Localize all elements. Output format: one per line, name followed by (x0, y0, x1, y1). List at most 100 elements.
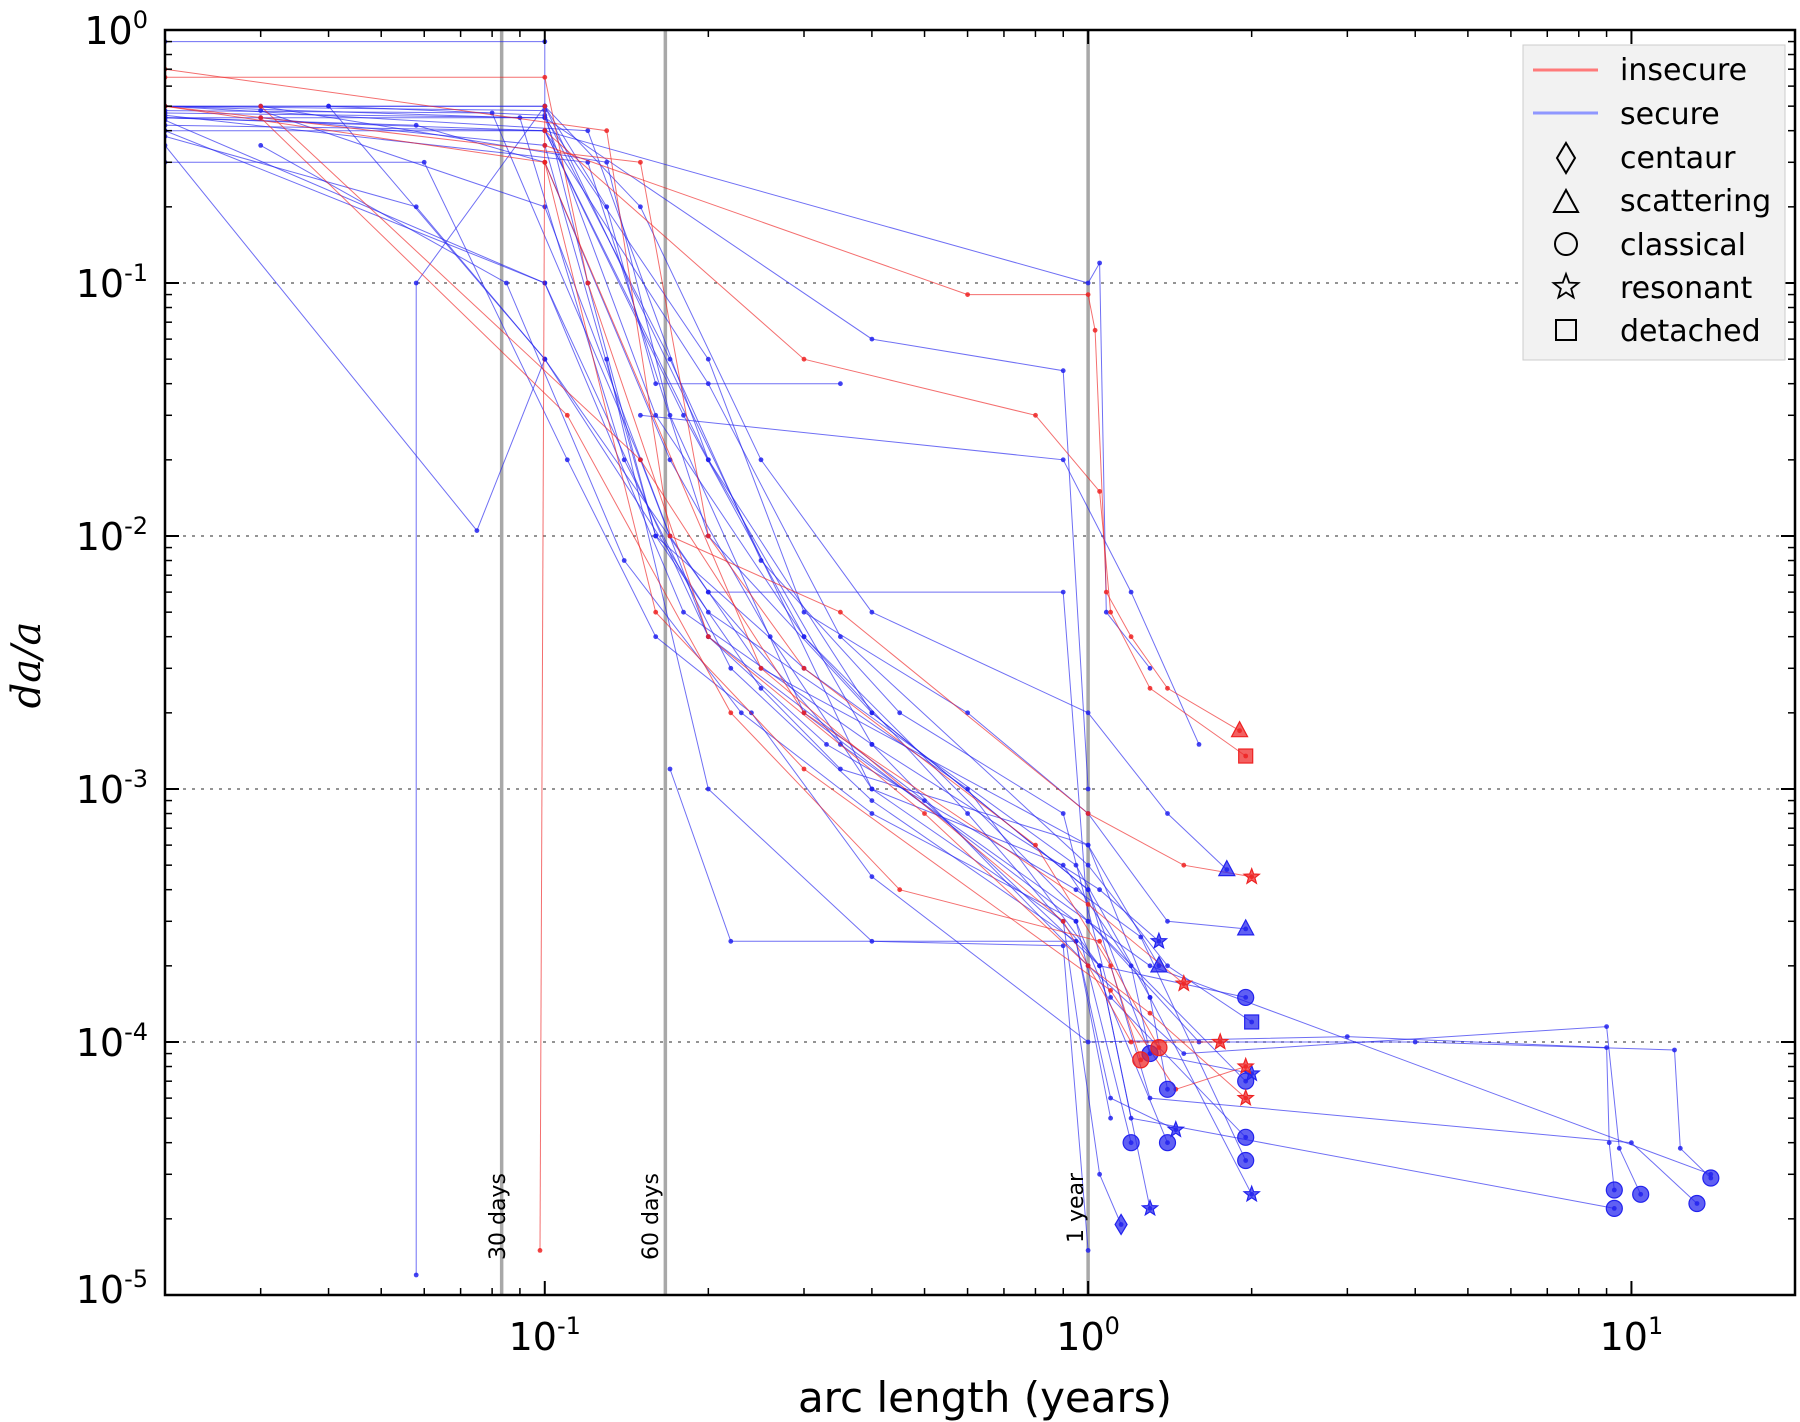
detached-marker (1238, 748, 1254, 764)
track-point (413, 122, 419, 128)
axis-ticks: 10-1 100 101 10-5 10-4 10-3 10-2 10-1 100 (76, 6, 1795, 1359)
track-point (705, 786, 711, 792)
track-point (869, 874, 875, 880)
classical-marker (1237, 1151, 1255, 1170)
legend-resonant-label: resonant (1620, 271, 1753, 306)
orbit-track-line (165, 112, 1712, 1179)
track-point (965, 811, 970, 816)
track-point (965, 292, 970, 297)
track-point (869, 786, 875, 792)
track-point (1138, 934, 1144, 940)
track-point (728, 665, 734, 671)
track-point (897, 710, 903, 716)
track-point (1085, 710, 1091, 716)
orbit-track-line (165, 130, 1160, 942)
track-point (638, 204, 643, 210)
track-point (421, 159, 427, 165)
track-point (922, 811, 927, 816)
track-point (537, 1248, 543, 1253)
track-point (1085, 1248, 1091, 1253)
track-point (258, 143, 264, 148)
orbit-track-line (165, 110, 1247, 1161)
orbit-track-line (544, 117, 1089, 790)
legend-classical-circle-icon (1554, 232, 1578, 256)
track-point (604, 204, 610, 210)
track-point (542, 74, 548, 80)
track-point (681, 609, 686, 615)
track-point (542, 280, 548, 286)
track-point (1672, 1047, 1677, 1053)
track-point (638, 412, 643, 418)
track-point (1103, 589, 1109, 595)
track-point (758, 685, 764, 691)
track-point (1085, 1039, 1091, 1045)
track-point (1060, 943, 1066, 949)
track-point (1108, 963, 1113, 969)
classical-marker (1688, 1194, 1706, 1213)
track-point (1196, 742, 1202, 747)
track-point (1128, 589, 1134, 595)
resonant-marker (1140, 1198, 1160, 1217)
resonant-marker (1174, 974, 1194, 992)
legend-detached-label: detached (1620, 314, 1761, 349)
track-point (1060, 457, 1066, 463)
legend: insecure secure centaur scattering class… (1522, 44, 1786, 361)
track-point (564, 457, 570, 463)
track-point (413, 1272, 419, 1278)
track-point (801, 766, 807, 772)
y-tick-label: 100 (84, 6, 148, 53)
scattering-marker (1236, 918, 1255, 936)
track-point (258, 103, 264, 109)
plot-frame (163, 28, 1797, 1297)
track-point (1085, 902, 1091, 907)
track-point (1085, 292, 1091, 297)
track-point (869, 742, 875, 747)
track-point (1060, 811, 1066, 816)
ref-label-1-year: 1 year (1064, 1172, 1089, 1243)
track-point (869, 811, 875, 816)
track-point (653, 381, 659, 387)
track-point (1108, 1095, 1113, 1101)
track-point (621, 558, 627, 563)
classical-marker (1132, 1051, 1150, 1069)
y-tick-label: 10-3 (76, 765, 148, 812)
orbit-track-line (539, 106, 546, 1251)
track-point (1165, 811, 1170, 816)
track-point (542, 103, 548, 109)
track-point (1097, 260, 1102, 266)
orbit-track-line (165, 76, 1247, 1099)
classical-marker (1237, 1128, 1255, 1146)
track-point (474, 528, 480, 533)
legend-centaur-label: centaur (1620, 141, 1736, 176)
scattering-marker (1217, 859, 1236, 877)
track-point (1165, 963, 1170, 969)
resonant-marker (1236, 1088, 1255, 1106)
track-point (1085, 786, 1091, 792)
track-point (705, 609, 711, 615)
marker-layer (1114, 720, 1720, 1236)
orbit-track-line (165, 117, 1246, 930)
classical-marker (1702, 1169, 1720, 1187)
track-point (1147, 685, 1153, 691)
track-point (1033, 412, 1038, 418)
track-point (504, 280, 509, 286)
track-point (585, 280, 591, 286)
track-point (1147, 963, 1153, 969)
classical-marker (1605, 1199, 1623, 1217)
ref-label-30-days: 30 days (486, 1173, 511, 1260)
track-point (1147, 1010, 1153, 1016)
track-point (1128, 1039, 1134, 1045)
resonant-marker (1242, 1184, 1261, 1203)
classical-marker (1158, 1080, 1177, 1098)
track-point (758, 457, 764, 463)
track-point (1108, 988, 1113, 993)
track-point (1606, 1140, 1612, 1146)
resonant-marker (1149, 931, 1169, 950)
track-point (1097, 1171, 1102, 1177)
track-point (1085, 842, 1091, 848)
track-point (1108, 995, 1113, 1000)
track-point (1085, 918, 1091, 924)
track-point (1677, 1145, 1683, 1151)
orbit-track-line (260, 110, 1160, 967)
